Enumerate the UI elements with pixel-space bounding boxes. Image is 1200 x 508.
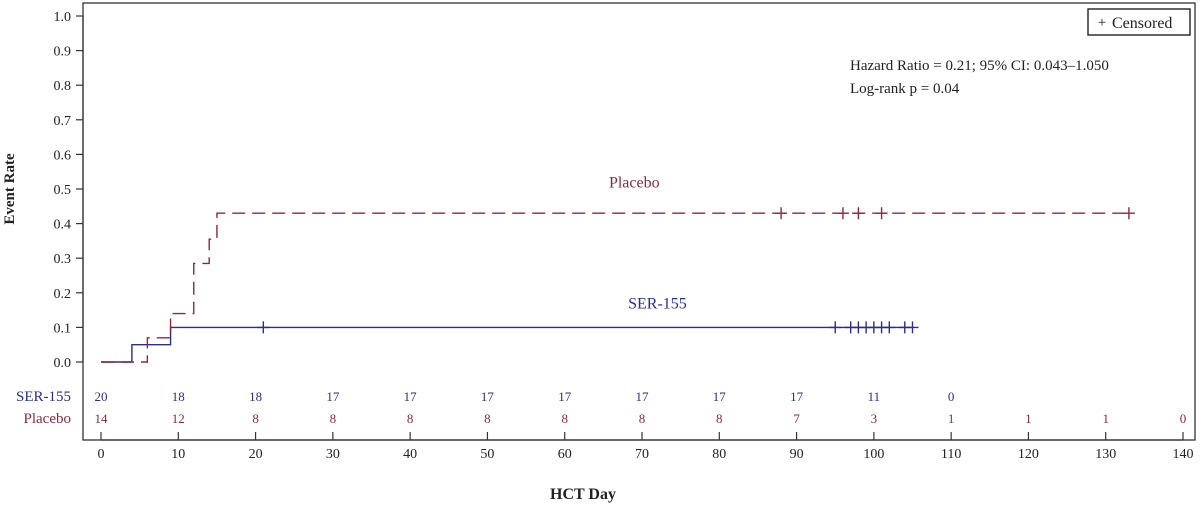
- x-axis-title: HCT Day: [550, 486, 616, 503]
- at-risk-count: 8: [252, 411, 259, 426]
- x-tick-label: 80: [712, 447, 726, 462]
- at-risk-count: 17: [326, 389, 340, 404]
- y-tick-label: 0.2: [54, 287, 72, 302]
- series-label-ser-155: SER-155: [628, 295, 687, 312]
- x-tick-label: 30: [326, 447, 340, 462]
- at-risk-row-label-placebo: Placebo: [24, 411, 71, 427]
- censor-mark: [1122, 207, 1135, 220]
- at-risk-count: 12: [172, 411, 185, 426]
- y-tick-label: 0.8: [54, 79, 72, 94]
- hazard-ratio-annotation: Hazard Ratio = 0.21; 95% CI: 0.043–1.050: [850, 58, 1109, 74]
- censor-mark: [852, 207, 865, 220]
- series-layer: SER-155 Placebo: [101, 174, 1135, 363]
- at-risk-count: 1: [1102, 411, 1109, 426]
- y-tick-label: 0.9: [54, 45, 72, 60]
- y-tick-label: 0.5: [54, 183, 72, 198]
- censor-mark: [883, 321, 896, 334]
- at-risk-count: 17: [558, 389, 572, 404]
- at-risk-count: 17: [481, 389, 495, 404]
- x-tick-label: 20: [249, 447, 263, 462]
- at-risk-count: 0: [948, 389, 955, 404]
- x-tick-label: 100: [863, 447, 884, 462]
- y-axis-title: Event Rate: [2, 153, 18, 225]
- y-tick-label: 0.1: [54, 321, 72, 336]
- censor-mark: [775, 207, 788, 220]
- at-risk-count: 18: [249, 389, 262, 404]
- x-tick-label: 90: [790, 447, 804, 462]
- legend-symbol: +: [1098, 15, 1106, 31]
- at-risk-count: 17: [404, 389, 418, 404]
- at-risk-count: 8: [716, 411, 723, 426]
- at-risk-count: 17: [790, 389, 804, 404]
- at-risk-count: 8: [561, 411, 568, 426]
- y-tick-label: 0.6: [54, 148, 72, 163]
- at-risk-count: 8: [484, 411, 491, 426]
- y-tick-label: 0.3: [54, 252, 72, 267]
- at-risk-row-label-ser-155: SER-155: [16, 389, 71, 405]
- x-tick-label: 110: [941, 447, 961, 462]
- series-placebo: Placebo: [101, 174, 1135, 363]
- at-risk-count: 0: [1180, 411, 1187, 426]
- step-line-ser-155: [101, 326, 913, 363]
- legend: + Censored: [1087, 8, 1191, 36]
- at-risk-count: 8: [407, 411, 414, 426]
- at-risk-count: 7: [793, 411, 800, 426]
- censor-mark: [257, 321, 270, 334]
- step-line-placebo: [101, 212, 1129, 363]
- legend-label: Censored: [1112, 15, 1172, 32]
- y-tick-label: 0.7: [54, 114, 72, 129]
- legend-box: [1087, 8, 1191, 36]
- x-tick-label: 130: [1095, 447, 1116, 462]
- at-risk-count: 8: [639, 411, 646, 426]
- censor-mark: [836, 207, 849, 220]
- x-tick-label: 50: [480, 447, 494, 462]
- y-tick-label: 0.4: [54, 218, 72, 233]
- at-risk-count: 11: [868, 389, 881, 404]
- at-risk-count: 17: [636, 389, 650, 404]
- x-tick-label: 120: [1018, 447, 1039, 462]
- at-risk-count: 14: [95, 411, 109, 426]
- x-tick-label: 70: [635, 447, 649, 462]
- log-rank-annotation: Log-rank p = 0.04: [850, 81, 960, 97]
- censor-mark: [829, 321, 842, 334]
- y-tick-label: 1.0: [54, 10, 72, 25]
- at-risk-count: 20: [95, 389, 108, 404]
- series-ser-155: SER-155: [101, 295, 919, 363]
- at-risk-count: 3: [871, 411, 878, 426]
- x-tick-label: 40: [403, 447, 417, 462]
- censor-mark: [906, 321, 919, 334]
- series-label-placebo: Placebo: [609, 174, 660, 191]
- at-risk-count: 8: [330, 411, 337, 426]
- censor-mark: [875, 207, 888, 220]
- x-tick-label: 10: [171, 447, 185, 462]
- at-risk-count: 1: [948, 411, 955, 426]
- y-axis: 0.0 0.1 0.2 0.3 0.4 0.5 0.6 0.7 0.8 0.9 1.0: [54, 10, 84, 371]
- x-tick-label: 60: [558, 447, 572, 462]
- x-axis: 0 10 20 30 40 50 60 70 80 90 100 110 120 130 140: [98, 432, 1194, 462]
- at-risk-count: 18: [172, 389, 185, 404]
- x-tick-label: 0: [98, 447, 105, 462]
- at-risk-count: 17: [713, 389, 727, 404]
- x-tick-label: 140: [1173, 447, 1194, 462]
- at-risk-count: 1: [1025, 411, 1032, 426]
- y-tick-label: 0.0: [54, 356, 72, 371]
